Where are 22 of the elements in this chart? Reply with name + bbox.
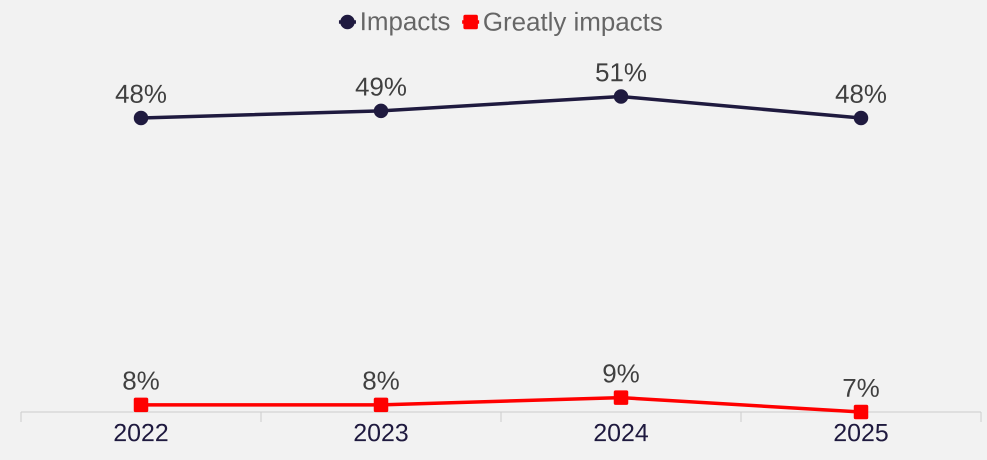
data-label: 7%	[844, 378, 879, 397]
point	[134, 398, 148, 412]
data-label: 9%	[604, 364, 639, 383]
point	[614, 390, 628, 405]
point	[134, 110, 148, 126]
data-label: 48%	[116, 84, 166, 103]
data-label: 51%	[596, 63, 646, 82]
point	[374, 104, 388, 118]
data-label: 48%	[836, 84, 886, 103]
point	[374, 398, 388, 412]
data-label: 49%	[356, 77, 406, 96]
data-label: 8%	[363, 371, 399, 390]
x-tick-label: 2024	[594, 424, 648, 442]
point	[854, 110, 868, 126]
x-tick-label: 2023	[354, 424, 408, 442]
point	[854, 404, 868, 420]
x-tick-label: 2022	[114, 424, 168, 442]
point	[614, 89, 628, 104]
x-tick-label: 2025	[834, 424, 888, 442]
legend-label: Greatly impacts	[484, 12, 662, 36]
data-label: 8%	[123, 371, 159, 390]
legend-label: Impacts	[362, 12, 450, 36]
